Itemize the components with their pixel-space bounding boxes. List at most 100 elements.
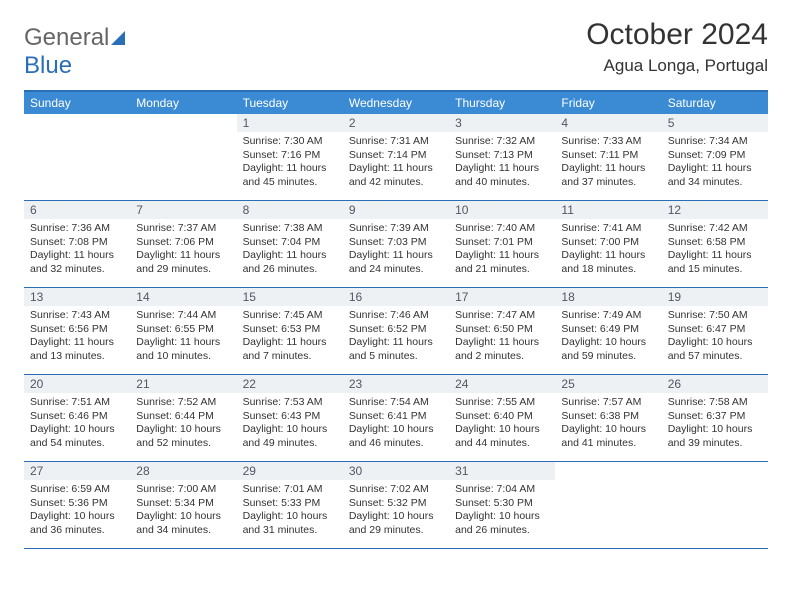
sunset-text: Sunset: 6:38 PM — [561, 410, 655, 424]
day-number: 28 — [130, 462, 236, 480]
sunset-text: Sunset: 5:34 PM — [136, 497, 230, 511]
day-number: 2 — [343, 114, 449, 132]
sunset-text: Sunset: 6:52 PM — [349, 323, 443, 337]
sunrise-text: Sunrise: 7:45 AM — [243, 309, 337, 323]
dow-monday: Monday — [130, 92, 236, 114]
sunrise-text: Sunrise: 7:52 AM — [136, 396, 230, 410]
day-number: 27 — [24, 462, 130, 480]
daylight-text: Daylight: 10 hours and 52 minutes. — [136, 423, 230, 450]
daylight-text: Daylight: 10 hours and 39 minutes. — [668, 423, 762, 450]
cell-empty — [130, 114, 236, 200]
sunrise-text: Sunrise: 6:59 AM — [30, 483, 124, 497]
daylight-text: Daylight: 10 hours and 36 minutes. — [30, 510, 124, 537]
day-number: 24 — [449, 375, 555, 393]
sunset-text: Sunset: 6:47 PM — [668, 323, 762, 337]
logo: GeneralBlue — [24, 18, 126, 80]
daylight-text: Daylight: 11 hours and 42 minutes. — [349, 162, 443, 189]
cell-day: 17Sunrise: 7:47 AMSunset: 6:50 PMDayligh… — [449, 288, 555, 374]
cell-day: 25Sunrise: 7:57 AMSunset: 6:38 PMDayligh… — [555, 375, 661, 461]
cell-day: 6Sunrise: 7:36 AMSunset: 7:08 PMDaylight… — [24, 201, 130, 287]
cell-day: 12Sunrise: 7:42 AMSunset: 6:58 PMDayligh… — [662, 201, 768, 287]
cell-day: 1Sunrise: 7:30 AMSunset: 7:16 PMDaylight… — [237, 114, 343, 200]
cell-day: 3Sunrise: 7:32 AMSunset: 7:13 PMDaylight… — [449, 114, 555, 200]
cell-day: 11Sunrise: 7:41 AMSunset: 7:00 PMDayligh… — [555, 201, 661, 287]
week-row: 20Sunrise: 7:51 AMSunset: 6:46 PMDayligh… — [24, 375, 768, 462]
week-row: 1Sunrise: 7:30 AMSunset: 7:16 PMDaylight… — [24, 114, 768, 201]
daylight-text: Daylight: 10 hours and 46 minutes. — [349, 423, 443, 450]
cell-day: 5Sunrise: 7:34 AMSunset: 7:09 PMDaylight… — [662, 114, 768, 200]
day-info: Sunrise: 7:49 AMSunset: 6:49 PMDaylight:… — [555, 306, 661, 368]
day-info: Sunrise: 7:58 AMSunset: 6:37 PMDaylight:… — [662, 393, 768, 455]
logo-text-general: General — [24, 24, 109, 51]
sunset-text: Sunset: 7:16 PM — [243, 149, 337, 163]
day-info: Sunrise: 7:37 AMSunset: 7:06 PMDaylight:… — [130, 219, 236, 281]
sunset-text: Sunset: 7:08 PM — [30, 236, 124, 250]
daylight-text: Daylight: 11 hours and 37 minutes. — [561, 162, 655, 189]
cell-day: 28Sunrise: 7:00 AMSunset: 5:34 PMDayligh… — [130, 462, 236, 548]
daylight-text: Daylight: 10 hours and 57 minutes. — [668, 336, 762, 363]
daylight-text: Daylight: 10 hours and 59 minutes. — [561, 336, 655, 363]
day-number: 15 — [237, 288, 343, 306]
sunrise-text: Sunrise: 7:57 AM — [561, 396, 655, 410]
day-number: 13 — [24, 288, 130, 306]
cell-empty — [555, 462, 661, 548]
cell-day: 20Sunrise: 7:51 AMSunset: 6:46 PMDayligh… — [24, 375, 130, 461]
sunrise-text: Sunrise: 7:50 AM — [668, 309, 762, 323]
day-info: Sunrise: 7:38 AMSunset: 7:04 PMDaylight:… — [237, 219, 343, 281]
sunset-text: Sunset: 7:06 PM — [136, 236, 230, 250]
cell-day: 15Sunrise: 7:45 AMSunset: 6:53 PMDayligh… — [237, 288, 343, 374]
logo-text-blue: Blue — [24, 52, 72, 79]
logo-triangle-icon — [111, 31, 125, 45]
day-number: 12 — [662, 201, 768, 219]
sunset-text: Sunset: 7:04 PM — [243, 236, 337, 250]
day-info: Sunrise: 7:55 AMSunset: 6:40 PMDaylight:… — [449, 393, 555, 455]
daylight-text: Daylight: 11 hours and 13 minutes. — [30, 336, 124, 363]
sunset-text: Sunset: 5:36 PM — [30, 497, 124, 511]
cell-day: 14Sunrise: 7:44 AMSunset: 6:55 PMDayligh… — [130, 288, 236, 374]
cell-day: 29Sunrise: 7:01 AMSunset: 5:33 PMDayligh… — [237, 462, 343, 548]
day-info: Sunrise: 7:44 AMSunset: 6:55 PMDaylight:… — [130, 306, 236, 368]
sunrise-text: Sunrise: 7:32 AM — [455, 135, 549, 149]
dow-thursday: Thursday — [449, 92, 555, 114]
month-title: October 2024 — [586, 18, 768, 52]
sunrise-text: Sunrise: 7:41 AM — [561, 222, 655, 236]
cell-day: 18Sunrise: 7:49 AMSunset: 6:49 PMDayligh… — [555, 288, 661, 374]
daylight-text: Daylight: 11 hours and 34 minutes. — [668, 162, 762, 189]
daylight-text: Daylight: 10 hours and 49 minutes. — [243, 423, 337, 450]
daylight-text: Daylight: 11 hours and 10 minutes. — [136, 336, 230, 363]
day-number: 22 — [237, 375, 343, 393]
day-info: Sunrise: 7:45 AMSunset: 6:53 PMDaylight:… — [237, 306, 343, 368]
cell-day: 24Sunrise: 7:55 AMSunset: 6:40 PMDayligh… — [449, 375, 555, 461]
daylight-text: Daylight: 11 hours and 24 minutes. — [349, 249, 443, 276]
day-info: Sunrise: 7:51 AMSunset: 6:46 PMDaylight:… — [24, 393, 130, 455]
location: Agua Longa, Portugal — [586, 56, 768, 76]
daylight-text: Daylight: 10 hours and 44 minutes. — [455, 423, 549, 450]
sunset-text: Sunset: 6:46 PM — [30, 410, 124, 424]
sunset-text: Sunset: 6:37 PM — [668, 410, 762, 424]
cell-day: 19Sunrise: 7:50 AMSunset: 6:47 PMDayligh… — [662, 288, 768, 374]
sunset-text: Sunset: 5:30 PM — [455, 497, 549, 511]
cell-day: 8Sunrise: 7:38 AMSunset: 7:04 PMDaylight… — [237, 201, 343, 287]
sunset-text: Sunset: 7:00 PM — [561, 236, 655, 250]
daylight-text: Daylight: 11 hours and 29 minutes. — [136, 249, 230, 276]
day-info: Sunrise: 7:50 AMSunset: 6:47 PMDaylight:… — [662, 306, 768, 368]
day-info: Sunrise: 7:53 AMSunset: 6:43 PMDaylight:… — [237, 393, 343, 455]
day-info: Sunrise: 7:47 AMSunset: 6:50 PMDaylight:… — [449, 306, 555, 368]
daylight-text: Daylight: 10 hours and 29 minutes. — [349, 510, 443, 537]
day-info: Sunrise: 7:00 AMSunset: 5:34 PMDaylight:… — [130, 480, 236, 542]
day-info: Sunrise: 7:57 AMSunset: 6:38 PMDaylight:… — [555, 393, 661, 455]
daylight-text: Daylight: 11 hours and 40 minutes. — [455, 162, 549, 189]
day-number: 9 — [343, 201, 449, 219]
sunset-text: Sunset: 7:14 PM — [349, 149, 443, 163]
day-info: Sunrise: 7:40 AMSunset: 7:01 PMDaylight:… — [449, 219, 555, 281]
daylight-text: Daylight: 10 hours and 31 minutes. — [243, 510, 337, 537]
day-number: 21 — [130, 375, 236, 393]
day-info: Sunrise: 7:42 AMSunset: 6:58 PMDaylight:… — [662, 219, 768, 281]
day-info: Sunrise: 7:33 AMSunset: 7:11 PMDaylight:… — [555, 132, 661, 194]
day-info: Sunrise: 7:39 AMSunset: 7:03 PMDaylight:… — [343, 219, 449, 281]
cell-day: 9Sunrise: 7:39 AMSunset: 7:03 PMDaylight… — [343, 201, 449, 287]
sunset-text: Sunset: 6:40 PM — [455, 410, 549, 424]
day-number: 5 — [662, 114, 768, 132]
week-row: 27Sunrise: 6:59 AMSunset: 5:36 PMDayligh… — [24, 462, 768, 549]
sunrise-text: Sunrise: 7:49 AM — [561, 309, 655, 323]
